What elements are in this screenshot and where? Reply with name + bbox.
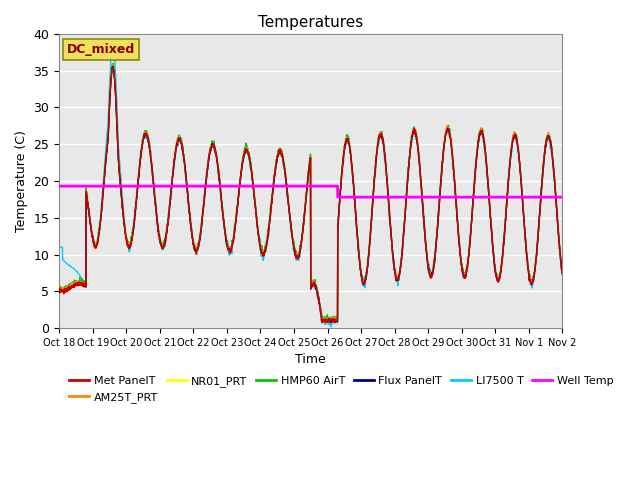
HMP60 AirT <box>196 233 204 239</box>
LI7500 T <box>558 269 566 275</box>
LI7500 T <box>325 317 333 323</box>
Met PanelT <box>457 257 465 263</box>
LI7500 T <box>109 42 116 48</box>
HMP60 AirT <box>109 61 117 67</box>
NR01_PRT <box>528 281 536 287</box>
Line: AM25T_PRT: AM25T_PRT <box>59 65 562 322</box>
HMP60 AirT <box>336 190 344 195</box>
Line: Flux PanelT: Flux PanelT <box>59 67 562 322</box>
Flux PanelT <box>528 281 536 287</box>
LI7500 T <box>336 192 344 197</box>
LI7500 T <box>457 262 465 267</box>
Well Temp <box>528 194 536 200</box>
NR01_PRT <box>324 320 332 326</box>
Line: HMP60 AirT: HMP60 AirT <box>59 64 562 322</box>
AM25T_PRT <box>528 280 536 286</box>
AM25T_PRT <box>336 193 344 199</box>
Text: DC_mixed: DC_mixed <box>67 43 135 56</box>
NR01_PRT <box>55 287 63 292</box>
Line: Met PanelT: Met PanelT <box>59 68 562 323</box>
LI7500 T <box>514 147 522 153</box>
NR01_PRT <box>336 192 344 198</box>
AM25T_PRT <box>55 288 63 293</box>
Title: Temperatures: Temperatures <box>258 15 364 30</box>
Line: LI7500 T: LI7500 T <box>59 45 562 326</box>
Flux PanelT <box>328 319 335 325</box>
Well Temp <box>334 194 342 200</box>
NR01_PRT <box>558 267 566 273</box>
HMP60 AirT <box>325 319 333 324</box>
Flux PanelT <box>457 256 465 262</box>
Flux PanelT <box>196 238 204 244</box>
AM25T_PRT <box>558 268 566 274</box>
AM25T_PRT <box>325 316 333 322</box>
AM25T_PRT <box>457 257 465 263</box>
NR01_PRT <box>109 63 116 69</box>
Flux PanelT <box>514 145 522 151</box>
LI7500 T <box>328 324 335 329</box>
Well Temp <box>514 194 522 200</box>
Met PanelT <box>109 65 117 71</box>
Flux PanelT <box>325 319 333 324</box>
Met PanelT <box>336 192 344 198</box>
LI7500 T <box>196 239 204 245</box>
AM25T_PRT <box>324 319 332 324</box>
Met PanelT <box>55 286 63 292</box>
Well Temp <box>55 183 63 189</box>
Flux PanelT <box>336 194 344 200</box>
Well Temp <box>336 194 344 200</box>
NR01_PRT <box>514 143 522 149</box>
NR01_PRT <box>325 318 333 324</box>
X-axis label: Time: Time <box>296 353 326 366</box>
Met PanelT <box>325 320 333 325</box>
Met PanelT <box>514 145 522 151</box>
Well Temp <box>457 194 465 200</box>
Met PanelT <box>318 320 326 326</box>
Line: Well Temp: Well Temp <box>59 186 562 197</box>
HMP60 AirT <box>558 267 566 273</box>
Met PanelT <box>558 271 566 277</box>
Flux PanelT <box>558 270 566 276</box>
HMP60 AirT <box>55 286 63 292</box>
Well Temp <box>196 183 204 189</box>
AM25T_PRT <box>514 144 522 150</box>
NR01_PRT <box>196 236 204 241</box>
Flux PanelT <box>109 64 117 70</box>
Met PanelT <box>196 237 204 242</box>
Line: NR01_PRT: NR01_PRT <box>59 66 562 323</box>
Well Temp <box>558 194 566 200</box>
Well Temp <box>325 183 333 189</box>
HMP60 AirT <box>514 143 522 149</box>
LI7500 T <box>528 285 536 291</box>
HMP60 AirT <box>325 316 333 322</box>
Flux PanelT <box>55 288 63 294</box>
Y-axis label: Temperature (C): Temperature (C) <box>15 130 28 232</box>
NR01_PRT <box>457 254 465 260</box>
Legend: Met PanelT, AM25T_PRT, NR01_PRT, HMP60 AirT, Flux PanelT, LI7500 T, Well Temp: Met PanelT, AM25T_PRT, NR01_PRT, HMP60 A… <box>65 372 618 407</box>
AM25T_PRT <box>196 234 204 240</box>
AM25T_PRT <box>109 62 117 68</box>
LI7500 T <box>55 244 63 250</box>
HMP60 AirT <box>457 255 465 261</box>
HMP60 AirT <box>528 279 536 285</box>
Met PanelT <box>528 280 536 286</box>
